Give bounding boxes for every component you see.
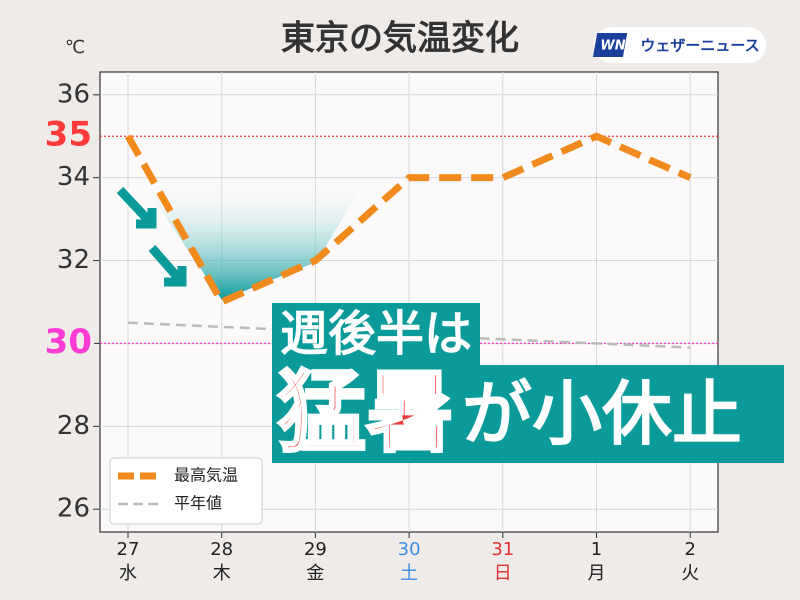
reference-label-bg: [36, 326, 94, 361]
series-line: [124, 132, 692, 307]
logo-mark-box: [592, 33, 628, 57]
x-tick-label: 27: [117, 539, 140, 560]
reference-label: 30: [45, 322, 92, 362]
arrow: [148, 245, 187, 287]
y-tick-label: 28: [57, 411, 90, 441]
annotation: 猛暑: [276, 360, 455, 466]
legend-label: 平年値: [174, 494, 222, 513]
y-tick-label: 32: [57, 245, 90, 275]
x-tick-weekday: 火: [681, 563, 699, 584]
x-tick-weekday: 日: [494, 563, 512, 584]
x-tick-weekday: 木: [213, 563, 231, 584]
x-tick-label: 1: [591, 539, 602, 560]
y-unit: ℃: [65, 37, 85, 58]
x-tick-weekday: 月: [588, 563, 606, 584]
logo-text: ウェザーニュース: [640, 37, 759, 55]
annotation: 週後半は: [272, 303, 481, 365]
x-tick-label: 30: [398, 539, 421, 560]
x-tick-label: 31: [491, 539, 514, 560]
annotation-band: 猛暑 が小休止: [272, 360, 784, 466]
reference-label-bg: [36, 119, 94, 154]
chart-title: 東京の気温変化: [281, 19, 519, 59]
y-tick-label: 36: [57, 79, 90, 109]
x-tick-weekday: 金: [306, 563, 324, 584]
y-tick-label: 34: [57, 162, 90, 192]
drop-shade: [140, 180, 366, 300]
logo-mark: WN: [600, 39, 625, 54]
x-tick-label: 29: [304, 539, 327, 560]
y-tick-label: 26: [57, 494, 90, 524]
x-tick-weekday: 水: [119, 563, 137, 584]
x-tick-weekday: 土: [400, 563, 418, 584]
reference-label: 35: [45, 115, 92, 155]
x-tick-label: 2: [684, 539, 695, 560]
legend-label: 最高気温: [174, 466, 238, 485]
x-tick-label: 28: [210, 539, 233, 560]
annotation: が小休止: [462, 373, 742, 455]
arrow: [116, 186, 157, 229]
logo-box: [594, 27, 766, 63]
